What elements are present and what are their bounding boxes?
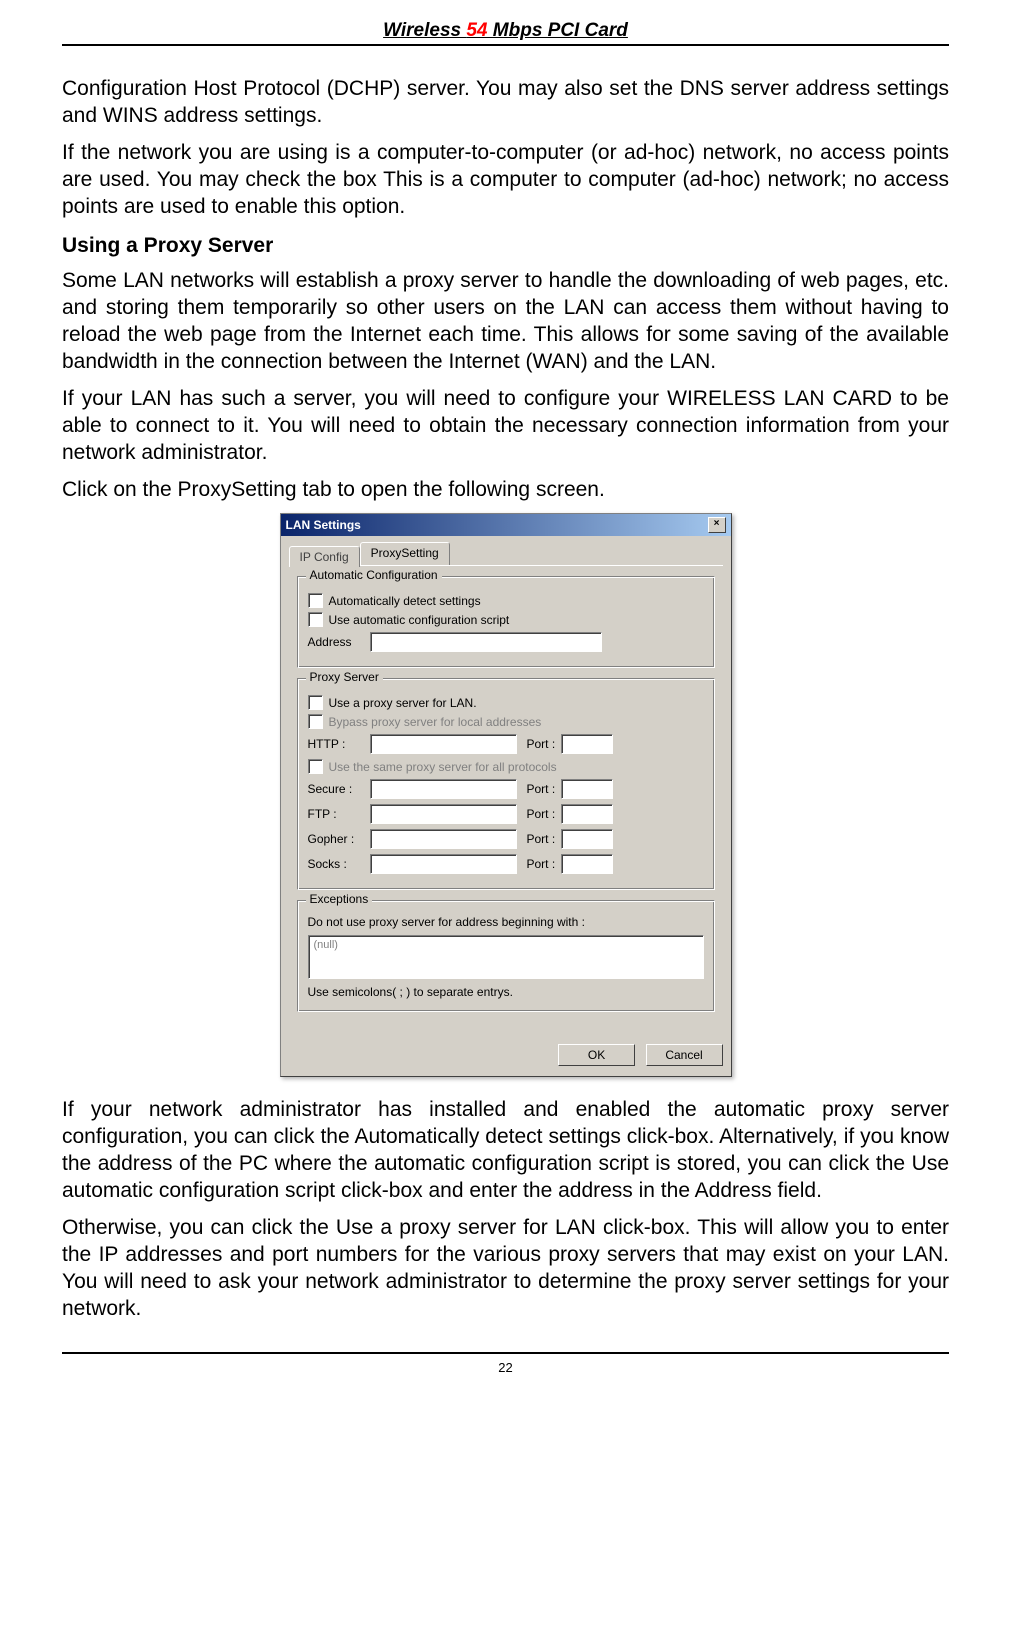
paragraph-5: Click on the ProxySetting tab to open th…	[62, 477, 949, 504]
lbl-exceptions: Do not use proxy server for address begi…	[308, 915, 704, 929]
tab-panel: Automatic Configuration Automatically de…	[289, 565, 723, 1030]
chk-same-server[interactable]	[308, 759, 323, 774]
paragraph-4: If your LAN has such a server, you will …	[62, 386, 949, 467]
lbl-bypass: Bypass proxy server for local addresses	[329, 715, 542, 729]
group-exceptions: Exceptions Do not use proxy server for a…	[297, 900, 715, 1012]
input-ftp[interactable]	[370, 804, 517, 824]
input-ftp-port[interactable]	[561, 804, 613, 824]
paragraph-1: Configuration Host Protocol (DCHP) serve…	[62, 76, 949, 130]
input-secure[interactable]	[370, 779, 517, 799]
input-socks[interactable]	[370, 854, 517, 874]
cancel-button[interactable]: Cancel	[646, 1044, 723, 1066]
paragraph-2: If the network you are using is a comput…	[62, 140, 949, 221]
group-proxy-server: Proxy Server Use a proxy server for LAN.…	[297, 678, 715, 890]
button-row: OK Cancel	[281, 1038, 731, 1076]
input-http-port[interactable]	[561, 734, 613, 754]
group-title-proxy: Proxy Server	[306, 670, 383, 684]
header-prefix: Wireless	[383, 20, 466, 41]
header-highlight: 54	[466, 20, 487, 41]
lbl-gopher: Gopher :	[308, 832, 370, 846]
lbl-ftp: FTP :	[308, 807, 370, 821]
lbl-same-server: Use the same proxy server for all protoc…	[329, 760, 557, 774]
group-automatic-config: Automatic Configuration Automatically de…	[297, 576, 715, 668]
lbl-ftp-port: Port :	[527, 807, 561, 821]
heading-proxy: Using a Proxy Server	[62, 234, 949, 258]
tab-proxy-setting[interactable]: ProxySetting	[360, 542, 450, 565]
group-title-auto: Automatic Configuration	[306, 568, 442, 582]
page-header: Wireless 54 Mbps PCI Card	[62, 20, 949, 46]
page-number: 22	[498, 1360, 512, 1375]
chk-auto-script[interactable]	[308, 612, 323, 627]
paragraph-3: Some LAN networks will establish a proxy…	[62, 268, 949, 376]
lbl-http-port: Port :	[527, 737, 561, 751]
page-footer: 22	[62, 1352, 949, 1375]
titlebar: LAN Settings ×	[281, 514, 731, 536]
input-gopher[interactable]	[370, 829, 517, 849]
lbl-use-proxy: Use a proxy server for LAN.	[329, 696, 477, 710]
input-exceptions[interactable]: (null)	[308, 935, 704, 979]
header-title: Wireless 54 Mbps PCI Card	[383, 20, 628, 41]
tab-row: IP Config ProxySetting	[281, 536, 731, 565]
input-secure-port[interactable]	[561, 779, 613, 799]
chk-use-proxy[interactable]	[308, 695, 323, 710]
group-title-exceptions: Exceptions	[306, 892, 373, 906]
input-socks-port[interactable]	[561, 854, 613, 874]
ok-button[interactable]: OK	[558, 1044, 635, 1066]
input-http[interactable]	[370, 734, 517, 754]
lbl-http: HTTP :	[308, 737, 370, 751]
lbl-address: Address	[308, 635, 370, 649]
lbl-gopher-port: Port :	[527, 832, 561, 846]
paragraph-7: Otherwise, you can click the Use a proxy…	[62, 1215, 949, 1323]
input-address[interactable]	[370, 632, 602, 652]
lbl-secure: Secure :	[308, 782, 370, 796]
lbl-socks-port: Port :	[527, 857, 561, 871]
lbl-auto-detect: Automatically detect settings	[329, 594, 481, 608]
close-icon[interactable]: ×	[708, 517, 726, 533]
lan-settings-dialog: LAN Settings × IP Config ProxySetting Au…	[280, 513, 732, 1077]
lbl-secure-port: Port :	[527, 782, 561, 796]
lbl-exceptions-hint: Use semicolons( ; ) to separate entrys.	[308, 985, 704, 999]
input-gopher-port[interactable]	[561, 829, 613, 849]
tab-ip-config[interactable]: IP Config	[289, 546, 360, 567]
lbl-auto-script: Use automatic configuration script	[329, 613, 510, 627]
paragraph-6: If your network administrator has instal…	[62, 1097, 949, 1205]
chk-auto-detect[interactable]	[308, 593, 323, 608]
chk-bypass[interactable]	[308, 714, 323, 729]
dialog-title: LAN Settings	[286, 518, 708, 532]
content-region: Configuration Host Protocol (DCHP) serve…	[62, 76, 949, 1322]
header-suffix: Mbps PCI Card	[488, 20, 628, 41]
lbl-socks: Socks :	[308, 857, 370, 871]
